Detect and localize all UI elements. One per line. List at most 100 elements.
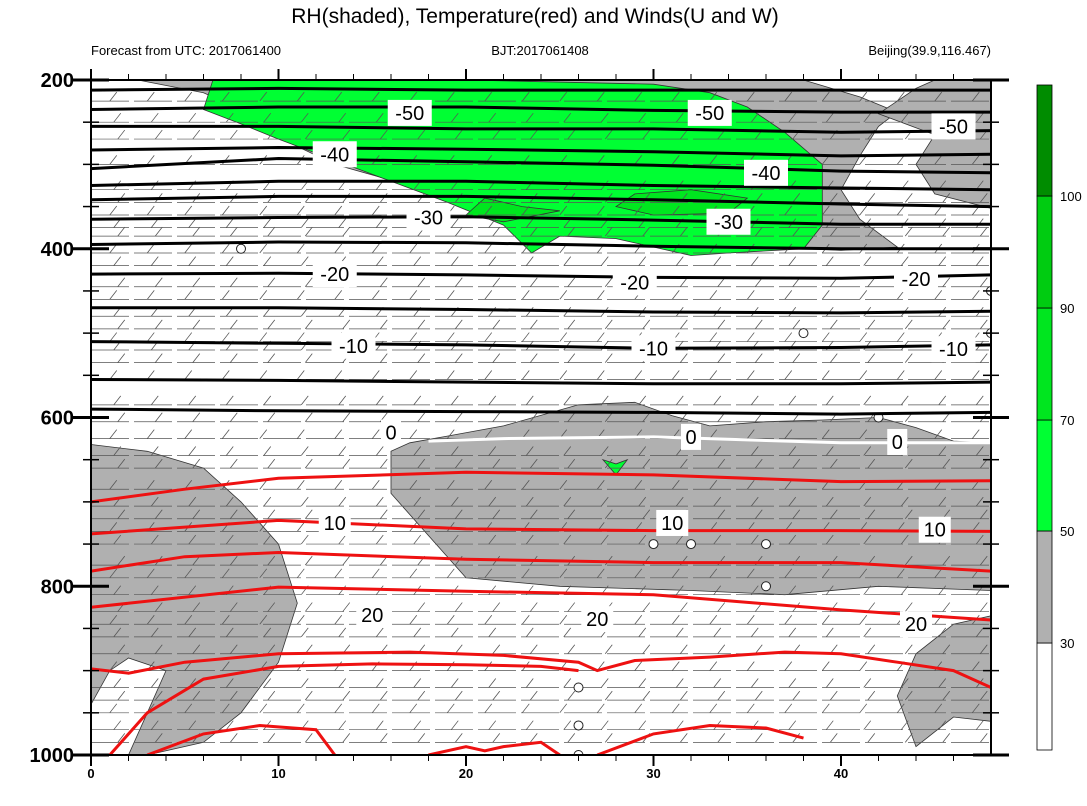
- wind-barb: [638, 678, 647, 688]
- wind-barb: [979, 319, 988, 330]
- wind-barb: [296, 205, 305, 216]
- wind-barb: [750, 395, 759, 406]
- wind-barb: [184, 243, 193, 254]
- wind-barb: [221, 290, 230, 300]
- wind-barb: [300, 534, 309, 545]
- wind-barb: [225, 627, 234, 638]
- wind-barb: [867, 353, 876, 363]
- wind-barb: [904, 733, 913, 743]
- wind-barb: [788, 534, 797, 545]
- wind-barb: [229, 319, 238, 330]
- wind-barb: [934, 205, 943, 216]
- isotherm-label-bg: [381, 419, 401, 446]
- wind-barb: [259, 243, 268, 254]
- wind-barb: [304, 319, 313, 330]
- wind-barb: [150, 585, 159, 595]
- wind-barb: [717, 733, 726, 743]
- wind-barb: [413, 534, 422, 545]
- wind-barb: [221, 243, 230, 254]
- wind-barb: [492, 690, 501, 701]
- wind-barb: [859, 568, 868, 579]
- wind-barb: [679, 226, 688, 237]
- wind-barb: [488, 446, 497, 456]
- wind-barb: [229, 690, 238, 701]
- wind-barb: [971, 661, 980, 671]
- wind-barb: [221, 614, 230, 625]
- wind-barb: [417, 319, 426, 330]
- wind-barb: [529, 458, 538, 469]
- wind-barb: [529, 602, 538, 612]
- wind-barb: [867, 319, 876, 330]
- wind-barb: [450, 627, 459, 638]
- wind-barb: [900, 112, 909, 123]
- wind-barb: [709, 429, 718, 439]
- wind-barb: [934, 91, 943, 102]
- wind-barb: [521, 205, 530, 216]
- wind-barb: [446, 703, 455, 714]
- wind-barb: [225, 496, 234, 507]
- wind-barb: [454, 226, 463, 237]
- wind-barb: [109, 155, 118, 165]
- wind-barb: [638, 446, 647, 456]
- wind-barb: [788, 446, 797, 456]
- wind-barb: [338, 496, 347, 507]
- rh-region-mid-grey: [390, 401, 991, 596]
- wind-barb: [600, 256, 609, 266]
- wind-barb: [975, 446, 984, 456]
- wind-barb: [596, 332, 605, 342]
- wind-barb: [713, 496, 722, 507]
- wind-barb: [229, 458, 238, 469]
- wind-barb: [492, 644, 501, 654]
- wind-barb: [338, 720, 347, 730]
- wind-barb: [717, 353, 726, 363]
- wind-barb: [334, 243, 343, 254]
- wind-barb: [334, 91, 343, 102]
- wind-barb: [675, 112, 684, 123]
- wind-barb: [634, 155, 643, 165]
- wind-barb: [221, 429, 230, 439]
- wind-barb: [863, 534, 872, 545]
- wind-barb: [300, 218, 309, 228]
- wind-barb: [675, 534, 684, 545]
- wind-barb: [446, 243, 455, 254]
- wind-barb: [109, 614, 118, 625]
- wind-barb: [979, 555, 988, 566]
- wind-barb: [821, 91, 830, 102]
- wind-barb: [454, 277, 463, 287]
- wind-barb: [863, 112, 872, 123]
- calm-wind-marker: [648, 539, 659, 550]
- wind-barb: [342, 319, 351, 330]
- wind-barb: [263, 678, 272, 688]
- wind-barb: [146, 243, 155, 254]
- wind-barb: [154, 690, 163, 701]
- wind-barb: [484, 332, 493, 342]
- wind-barb: [409, 91, 418, 102]
- calm-wind-marker: [573, 750, 584, 755]
- wind-barb: [675, 627, 684, 638]
- wind-barb: [267, 226, 276, 237]
- wind-barb: [859, 370, 868, 380]
- y-tick-label: 400: [41, 239, 74, 261]
- wind-barb: [784, 661, 793, 671]
- wind-barb: [334, 429, 343, 439]
- wind-barb: [413, 496, 422, 507]
- x-tick-label: 20: [459, 766, 473, 781]
- wind-barb: [409, 703, 418, 714]
- wind-barb: [338, 395, 347, 406]
- wind-barb: [521, 703, 530, 714]
- wind-barb: [371, 429, 380, 439]
- wind-barb: [221, 568, 230, 579]
- wind-barb: [229, 733, 238, 743]
- wind-barb: [263, 534, 272, 545]
- wind-barb: [746, 370, 755, 380]
- wind-barb: [525, 256, 534, 266]
- wind-barb: [596, 370, 605, 380]
- chart-title: RH(shaded), Temperature(red) and Winds(U…: [291, 5, 778, 28]
- wind-barb: [638, 496, 647, 507]
- wind-barb: [559, 370, 568, 380]
- wind-barb: [417, 277, 426, 287]
- wind-barb: [904, 690, 913, 701]
- wind-barb: [563, 112, 572, 123]
- wind-barb: [679, 277, 688, 287]
- wind-barb: [788, 395, 797, 406]
